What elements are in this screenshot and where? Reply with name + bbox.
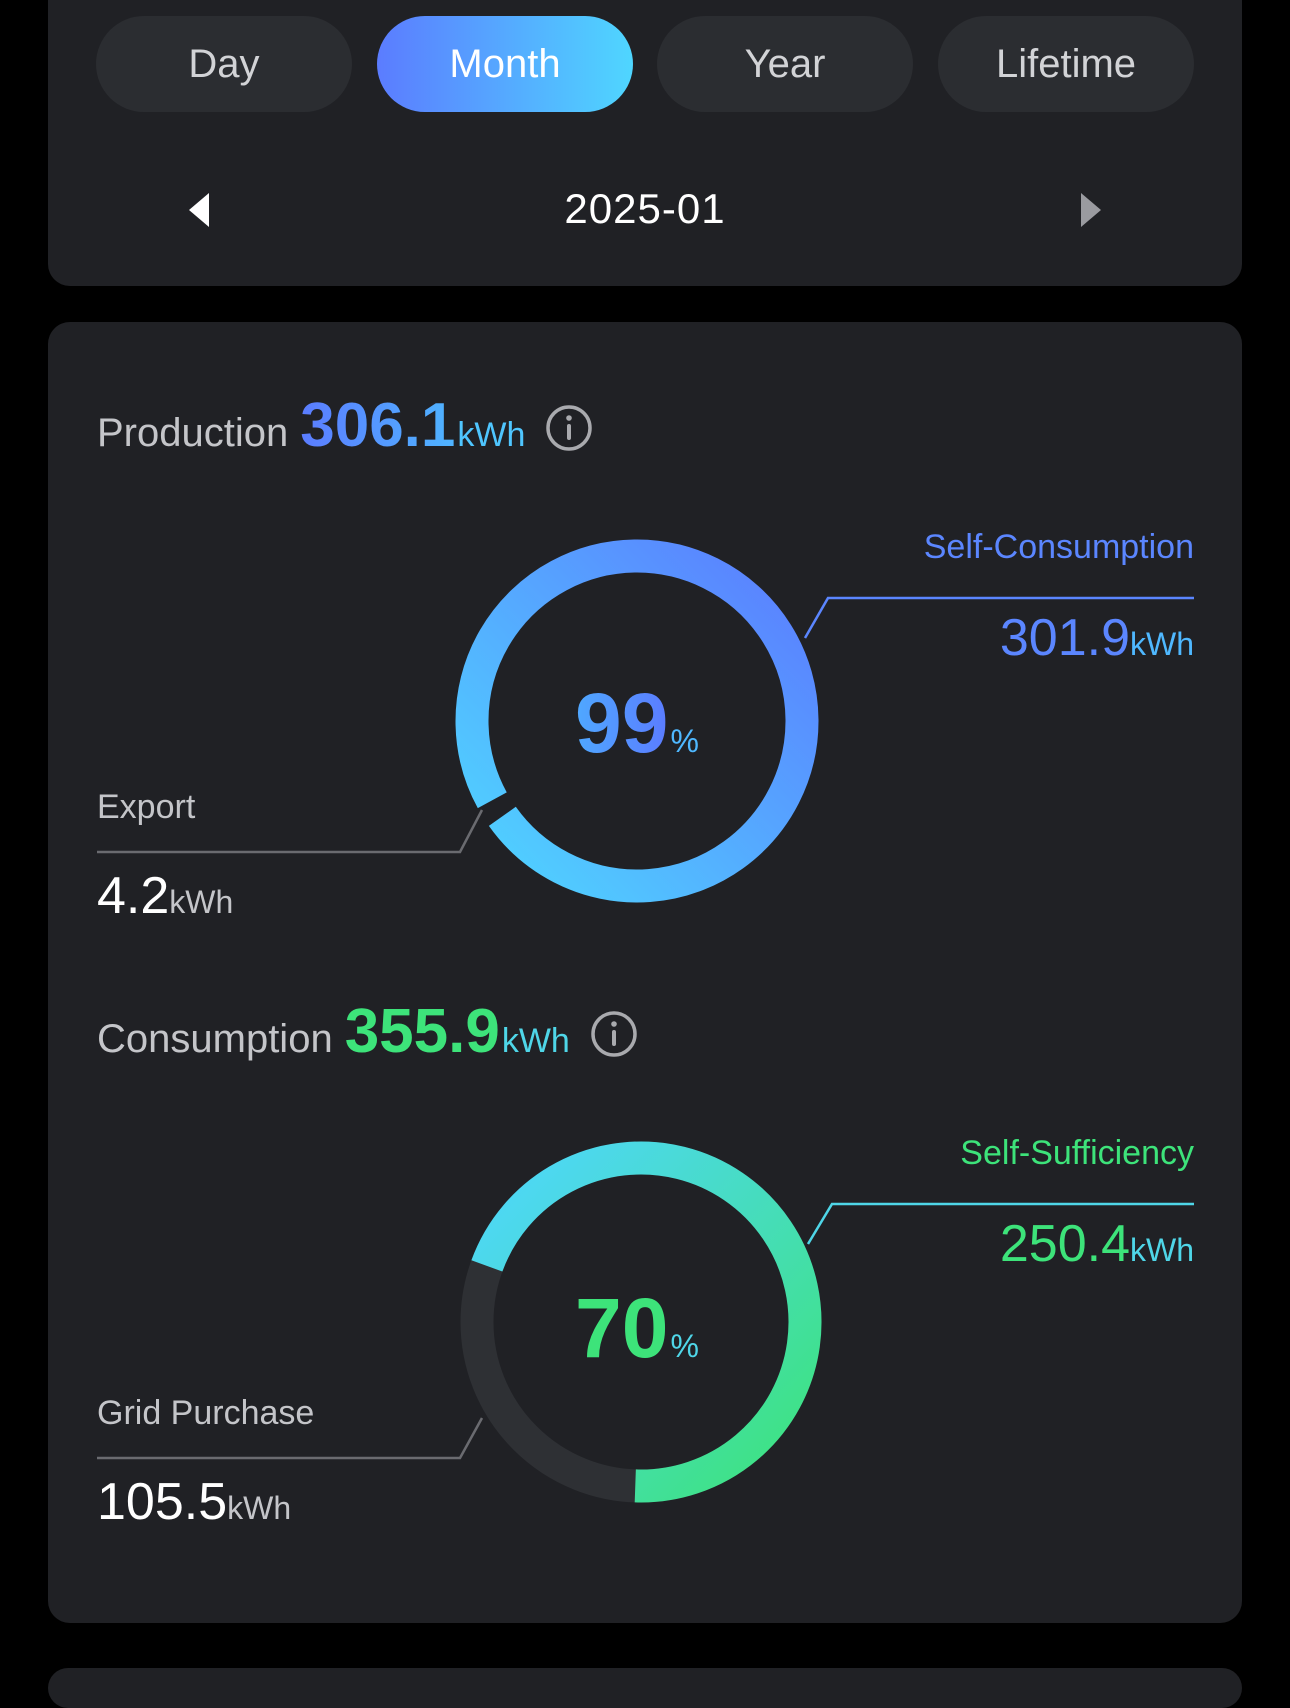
self-consumption-label: Self-Consumption	[923, 528, 1194, 566]
production-percent-value: 99	[575, 676, 669, 770]
self-sufficiency-label: Self-Sufficiency	[960, 1134, 1194, 1172]
export-label: Export	[97, 788, 196, 826]
production-label: Production	[97, 411, 289, 455]
self-consumption-callout: Self-Consumption	[924, 528, 1194, 567]
self-sufficiency-callout: Self-Sufficiency	[960, 1134, 1194, 1173]
consumption-percent-sign: %	[670, 1328, 699, 1364]
current-period-label[interactable]: 2025-01	[564, 185, 726, 232]
self-consumption-amount: 301.9kWh	[1000, 608, 1194, 668]
consumption-percent-value: 70	[575, 1281, 669, 1375]
production-header: Production 306.1 kWh	[97, 390, 593, 461]
production-percent: 99%	[537, 675, 737, 772]
next-card-edge	[48, 1668, 1242, 1708]
production-ring	[455, 539, 819, 903]
grid-purchase-value: 105.5	[97, 1473, 228, 1531]
self-consumption-unit: kWh	[1130, 626, 1194, 662]
consumption-ring-arc	[471, 1141, 822, 1503]
consumption-header: Consumption 355.9 kWh	[97, 996, 638, 1067]
tab-day[interactable]: Day	[96, 16, 352, 112]
export-amount: 4.2kWh	[97, 866, 233, 926]
self-sufficiency-unit: kWh	[1130, 1232, 1194, 1268]
grid-purchase-amount: 105.5kWh	[97, 1472, 291, 1532]
caret-right-icon[interactable]	[1068, 187, 1112, 233]
production-ring-arc	[455, 539, 819, 903]
self-sufficiency-leader-line	[806, 1202, 1194, 1245]
tab-lifetime[interactable]: Lifetime	[938, 16, 1194, 112]
grid-purchase-label: Grid Purchase	[97, 1394, 315, 1432]
grid-purchase-callout: Grid Purchase	[97, 1394, 314, 1433]
date-navigator: 2025-01	[0, 165, 1290, 255]
info-circle-icon[interactable]	[590, 1010, 638, 1063]
consumption-ring	[460, 1141, 822, 1503]
info-circle-icon[interactable]	[545, 404, 593, 457]
production-unit: kWh	[457, 416, 526, 454]
self-consumption-value: 301.9	[999, 609, 1130, 667]
consumption-unit: kWh	[501, 1022, 570, 1060]
export-leader-line	[97, 809, 484, 854]
grid-purchase-leader-line	[97, 1417, 484, 1460]
export-unit: kWh	[169, 884, 234, 920]
consumption-percent: 70%	[537, 1280, 737, 1377]
grid-purchase-unit: kWh	[227, 1490, 292, 1526]
self-sufficiency-amount: 250.4kWh	[1000, 1214, 1194, 1274]
export-callout: Export	[97, 788, 195, 827]
production-value: 306.1	[300, 391, 456, 460]
tab-year[interactable]: Year	[657, 16, 913, 112]
consumption-label: Consumption	[97, 1017, 333, 1061]
self-sufficiency-value: 250.4	[999, 1215, 1130, 1273]
caret-left-icon[interactable]	[178, 187, 222, 233]
self-consumption-leader-line	[803, 596, 1194, 639]
production-percent-sign: %	[670, 723, 699, 759]
export-value: 4.2	[97, 867, 170, 925]
tab-month[interactable]: Month	[377, 16, 633, 112]
energy-stats-card	[48, 322, 1242, 1623]
consumption-value: 355.9	[344, 997, 500, 1066]
